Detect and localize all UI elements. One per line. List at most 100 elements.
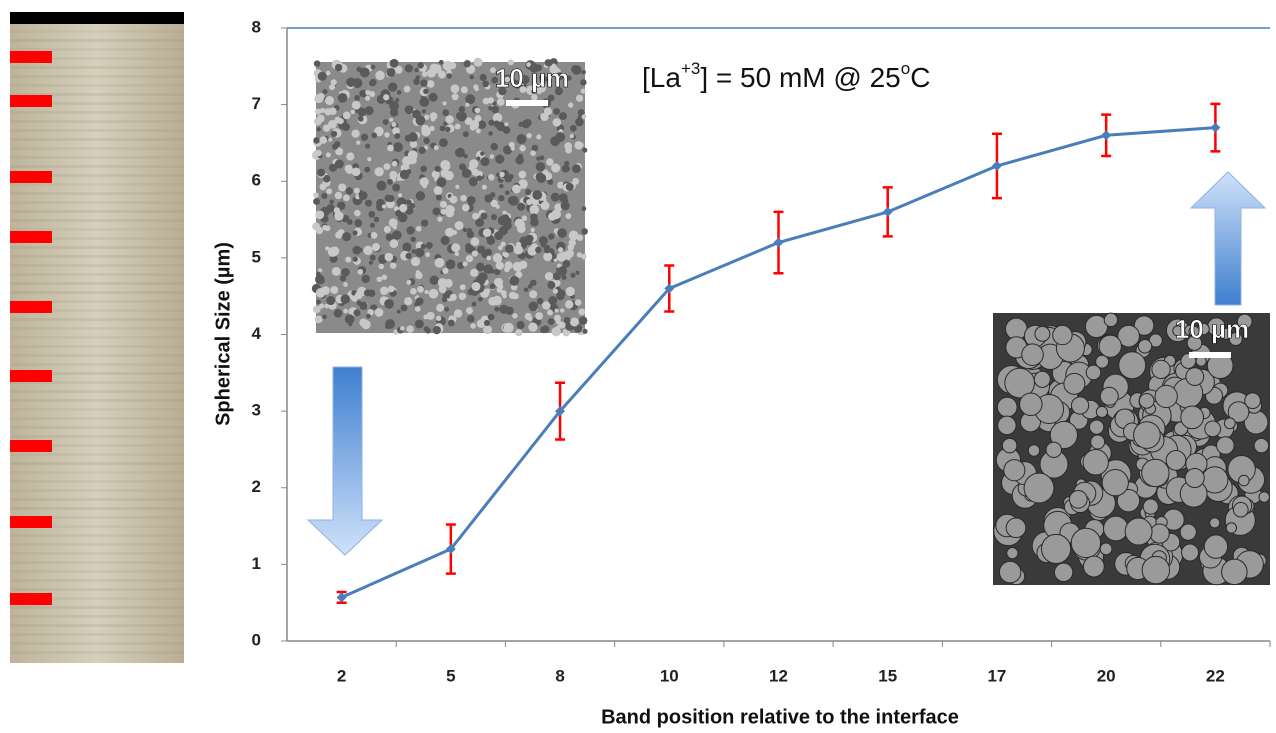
particle [571, 65, 579, 73]
particle [1023, 472, 1055, 504]
particle [478, 296, 483, 302]
particle [1180, 405, 1205, 430]
scale-label: 10 µm [1175, 314, 1249, 344]
band-stripe [10, 570, 184, 573]
particle [494, 279, 499, 284]
particle [317, 268, 323, 273]
particle [540, 242, 546, 248]
particle [477, 120, 487, 129]
particle [421, 71, 428, 77]
particle [581, 69, 586, 75]
particle [538, 236, 548, 245]
particle [344, 314, 355, 324]
particle [470, 268, 479, 277]
particle [489, 154, 495, 159]
particle [547, 318, 555, 326]
particle [536, 297, 544, 305]
particle [996, 396, 1018, 418]
particle [381, 204, 387, 209]
particle [557, 228, 567, 238]
band-stripe [10, 561, 184, 564]
particle [565, 286, 575, 297]
particle [574, 299, 582, 306]
particle [408, 132, 418, 142]
particle [526, 62, 532, 67]
particle [445, 259, 456, 270]
particle [1070, 396, 1090, 415]
particle [438, 70, 447, 79]
particle [383, 225, 391, 234]
particle [531, 144, 539, 152]
particle [411, 249, 416, 254]
particle [480, 156, 490, 167]
particle [331, 143, 339, 150]
particle [352, 245, 362, 255]
particle [488, 174, 495, 181]
particle [461, 203, 470, 212]
particle [1040, 533, 1072, 565]
particle [460, 194, 467, 202]
particle [519, 86, 527, 93]
particle [544, 272, 554, 281]
particle [440, 235, 450, 245]
point [445, 544, 456, 555]
particle [420, 165, 427, 173]
band-stripe [10, 363, 184, 366]
particle [567, 244, 575, 251]
band-stripe [10, 264, 184, 267]
particle [1236, 313, 1253, 330]
particle [384, 298, 394, 309]
scale-bar [1189, 352, 1231, 358]
particle [1225, 522, 1238, 534]
particle [425, 252, 431, 258]
particle [381, 274, 388, 280]
particle [324, 96, 335, 106]
band-stripe [10, 390, 184, 393]
particle [505, 244, 514, 253]
particle [337, 93, 348, 103]
particle [420, 79, 428, 87]
particle [360, 133, 369, 141]
particle [1019, 392, 1043, 417]
particle [326, 188, 333, 195]
band-stripe [10, 84, 184, 87]
particle [389, 262, 397, 269]
x-axis-label: Band position relative to the interface [601, 706, 959, 728]
band-stripe [10, 273, 184, 276]
scale-label: 10 µm [495, 63, 569, 93]
particle [415, 75, 421, 80]
particle [353, 309, 361, 317]
particle [1219, 327, 1233, 341]
particle [348, 322, 353, 327]
band-stripe [10, 318, 184, 321]
particle [516, 320, 525, 330]
particle [514, 218, 524, 228]
annotation-part: [La [642, 62, 681, 93]
particle [313, 137, 320, 144]
particle [313, 192, 319, 198]
y-tick-label: 7 [252, 94, 261, 113]
particle [412, 109, 421, 119]
particle [396, 90, 402, 95]
band-stripe [10, 633, 184, 636]
x-tick-label: 17 [987, 666, 1006, 685]
particle [509, 275, 520, 286]
particle [345, 256, 352, 263]
particle [354, 209, 361, 217]
particle [575, 117, 584, 127]
particle [356, 140, 361, 145]
particle [421, 109, 427, 114]
y-tick-label: 0 [252, 630, 261, 649]
particle [1117, 324, 1140, 348]
particle [317, 71, 327, 81]
particle [1133, 421, 1161, 449]
particle [1052, 324, 1073, 346]
particle [546, 158, 554, 166]
particle [415, 297, 424, 306]
band-marker [10, 171, 52, 183]
particle [325, 152, 331, 158]
particle [550, 192, 560, 202]
particle [517, 153, 524, 159]
band-stripe [10, 426, 184, 429]
particle [1049, 420, 1078, 450]
